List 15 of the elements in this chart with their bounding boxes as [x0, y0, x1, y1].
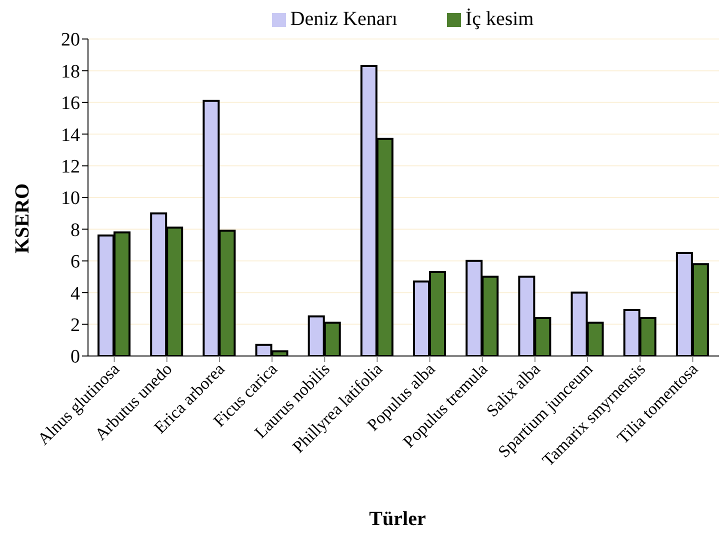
y-axis-title: KSERO	[12, 182, 34, 254]
y-tick-label: 0	[70, 346, 80, 368]
y-tick-label: 8	[70, 220, 80, 241]
legend-label: Deniz Kenarı	[290, 8, 398, 30]
legend-label: İç kesim	[465, 8, 534, 30]
x-axis-title: Türler	[368, 508, 427, 531]
y-tick-label: 14	[61, 124, 80, 146]
y-tick-label: 12	[61, 156, 80, 178]
y-tick-label: 2	[70, 315, 80, 336]
y-tick-label: 16	[61, 93, 80, 114]
y-tick-label: 10	[61, 188, 80, 210]
y-tick-label: 6	[70, 252, 80, 273]
y-tick-label: 18	[61, 61, 80, 82]
y-tick-label: 4	[70, 283, 80, 304]
y-tick-label: 20	[61, 30, 80, 51]
